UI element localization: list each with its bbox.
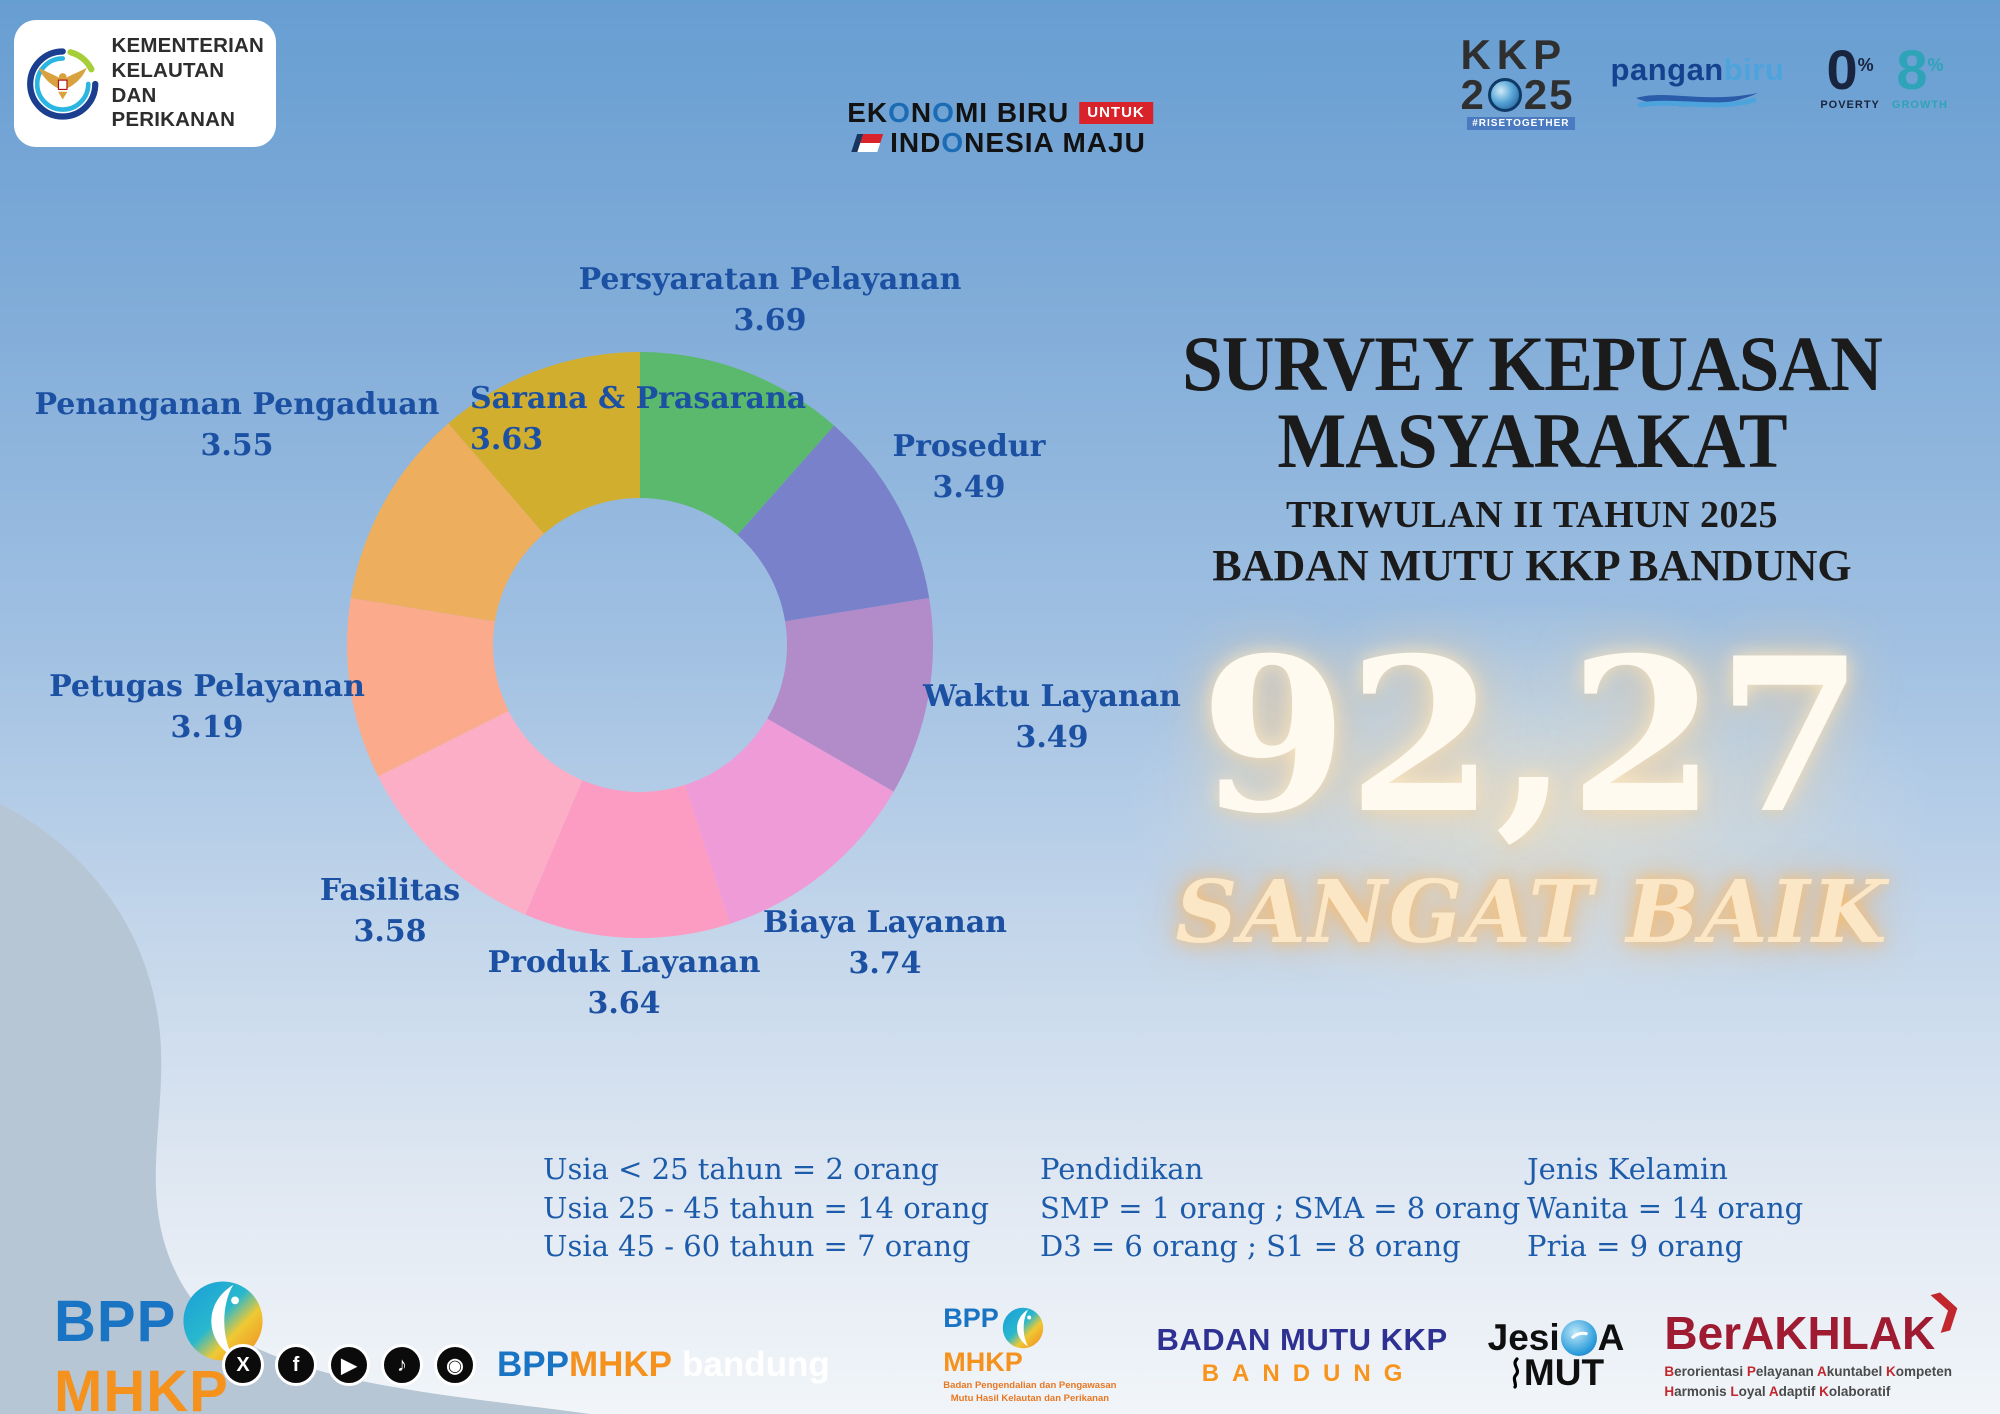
kkp-2025-logo: KKP 2 25 #RISETOGETHER — [1460, 31, 1575, 130]
chart-label-produk-layanan: Produk Layanan 3.64 — [487, 945, 761, 1021]
ministry-name-line3: PERIKANAN — [111, 108, 236, 132]
education-row: SMP = 1 orang ; SMA = 8 orang — [1040, 1190, 1521, 1225]
donut-segment-6 — [347, 598, 509, 777]
donut-segment-8 — [448, 352, 640, 534]
chart-value: 3.63 — [470, 422, 544, 457]
chart-label-prosedur: Prosedur 3.49 — [892, 429, 1046, 505]
zero-poverty-eight-growth-logo: 0% POVERTY 8% GROWTH — [1820, 38, 1948, 111]
bppmhkp-fish-icon — [183, 1281, 263, 1361]
tagline-ekonomi-biru: EKONOMI BIRU — [847, 97, 1070, 128]
chart-value: 3.19 — [170, 710, 244, 745]
donut-segment-0 — [640, 352, 835, 535]
tiktok-icon: ♪ — [381, 1344, 423, 1386]
satisfaction-donut-chart — [340, 345, 940, 945]
berakhlak-sub1: Berorientasi Pelayanan Akuntabel Kompete… — [1664, 1364, 1952, 1380]
chart-label-fasilitas: Fasilitas 3.58 — [319, 873, 461, 949]
bppmhkp-tagline1: Badan Pengendalian dan Pengawasan — [943, 1379, 1117, 1391]
bppmhkp-fish-icon — [1002, 1307, 1044, 1349]
ministry-name: KEMENTERIAN KELAUTAN DAN PERIKANAN — [111, 34, 264, 132]
badan-mutu-kkp-bandung-logo: BADAN MUTU KKP BANDUNG — [1156, 1321, 1448, 1388]
seahorse-icon — [1512, 1357, 1519, 1389]
chart-value: 3.64 — [587, 986, 661, 1021]
bppmhkp-tagline2: Mutu Hasil Kelautan dan Perikanan — [950, 1392, 1110, 1404]
chart-label-penanganan-pengaduan: Penanganan Pengaduan 3.55 — [34, 387, 440, 463]
partner-logos: KKP 2 25 #RISETOGETHER panganbiru 0% POVE… — [1460, 31, 1948, 130]
ekonomi-biru-logo: EKONOMI BIRU UNTUK INDONESIA MAJU — [847, 97, 1153, 159]
panganbiru-logo: panganbiru — [1611, 52, 1785, 117]
chart-label-biaya-layanan: Biaya Layanan 3.74 — [763, 905, 1007, 981]
tagline-untuk-badge: UNTUK — [1079, 102, 1153, 125]
demographics-age: Usia < 25 tahun = 2 orang Usia 25 - 45 t… — [543, 1150, 989, 1266]
gender-row: Pria = 9 orang — [1527, 1229, 1744, 1264]
chart-value: 3.49 — [1015, 720, 1089, 755]
tagline-indonesia-maju: INDONESIA MAJU — [890, 127, 1146, 159]
title-line1: SURVEY KEPUASAN — [1182, 319, 1883, 408]
donut-segment-2 — [767, 598, 934, 792]
chart-value: 3.55 — [200, 428, 274, 463]
demographics-education: Pendidikan SMP = 1 orang ; SMA = 8 orang… — [1040, 1150, 1520, 1266]
education-title: Pendidikan — [1040, 1152, 1204, 1186]
chart-label-sarana-prasarana: Sarana & Prasarana 3.63 — [470, 381, 807, 457]
chart-label-petugas-pelayanan: Petugas Pelayanan 3.19 — [49, 669, 365, 745]
donut-chart-svg — [347, 352, 934, 939]
education-row: D3 = 6 orang ; S1 = 8 orang — [1040, 1229, 1461, 1264]
donut-segment-4 — [525, 780, 730, 939]
jesiqa-fish-icon — [1560, 1319, 1597, 1356]
ministry-name-line2: KELAUTAN DAN — [111, 58, 225, 107]
kkp-2025-text: KKP — [1460, 31, 1568, 78]
page-title: SURVEY KEPUASAN MASYARAKAT TRIWULAN II T… — [1152, 319, 1912, 591]
berakhlak-logo: BerAKHLAK ❯ Berorientasi Pelayanan Akunt… — [1664, 1284, 1967, 1399]
ministry-logo-card: KEMENTERIAN KELAUTAN DAN PERIKANAN — [14, 20, 276, 147]
age-row: Usia 25 - 45 tahun = 14 orang — [543, 1190, 990, 1225]
age-row: Usia < 25 tahun = 2 orang — [543, 1152, 939, 1186]
youtube-icon: ▶ — [328, 1344, 370, 1386]
ministry-name-line1: KEMENTERIAN — [111, 34, 264, 58]
risetogether-badge: #RISETOGETHER — [1467, 116, 1575, 130]
title-line2: MASYARAKAT — [1277, 396, 1787, 484]
donut-segment-1 — [737, 425, 930, 622]
bppmhkp-mini-logo: BPP MHKP Badan Pengendalian dan Pengawas… — [943, 1303, 1117, 1404]
tagline-line1: EKONOMI BIRU UNTUK — [847, 97, 1153, 128]
chart-value: 3.69 — [733, 303, 807, 338]
score-glow — [1110, 590, 1950, 1020]
chart-label-persyaratan-pelayanan: Persyaratan Pelayanan 3.69 — [578, 262, 962, 338]
instagram-icon: ◉ — [434, 1344, 476, 1386]
chart-label-waktu-layanan: Waktu Layanan 3.49 — [923, 679, 1181, 755]
donut-segment-5 — [378, 710, 583, 915]
score-rating: SANGAT BAIK — [1175, 862, 1889, 963]
score-value: 92,27 — [1200, 611, 1864, 860]
donut-segment-7 — [350, 423, 544, 622]
gender-title: Jenis Kelamin — [1527, 1152, 1728, 1186]
wave-icon — [1636, 93, 1759, 108]
chart-value: 3.58 — [353, 914, 427, 949]
bppmhkp-logo: BPP MHKP — [54, 1281, 266, 1414]
demographics-gender: Jenis Kelamin Wanita = 14 orang Pria = 9… — [1527, 1150, 1803, 1266]
facebook-icon: f — [275, 1344, 317, 1386]
title-line4: BADAN MUTU KKP BANDUNG — [1212, 541, 1852, 591]
footer-partner-logos: BPP MHKP Badan Pengendalian dan Pengawas… — [943, 1284, 1967, 1404]
indonesia-flag-icon — [851, 134, 884, 153]
age-row: Usia 45 - 60 tahun = 7 orang — [543, 1229, 971, 1264]
x-icon: X — [222, 1344, 264, 1386]
corner-wave-shape — [0, 804, 590, 1414]
title-line3: TRIWULAN II TAHUN 2025 — [1285, 494, 1779, 537]
social-handle: BPPMHKP bandung — [497, 1345, 830, 1384]
gender-row: Wanita = 14 orang — [1527, 1190, 1804, 1225]
berakhlak-sub2: Harmonis Loyal Adaptif Kolaboratif — [1664, 1383, 1891, 1399]
chart-value: 3.49 — [932, 470, 1006, 505]
tagline-line2: INDONESIA MAJU — [847, 127, 1153, 159]
donut-segment-3 — [685, 718, 894, 924]
jesiqa-mut-logo: Jesi A MUT — [1487, 1317, 1625, 1394]
chart-value: 3.74 — [848, 946, 922, 981]
kkp-garuda-icon — [25, 46, 100, 121]
kkp-2025-year: 2 25 — [1460, 70, 1575, 118]
globe-icon — [1487, 77, 1522, 112]
